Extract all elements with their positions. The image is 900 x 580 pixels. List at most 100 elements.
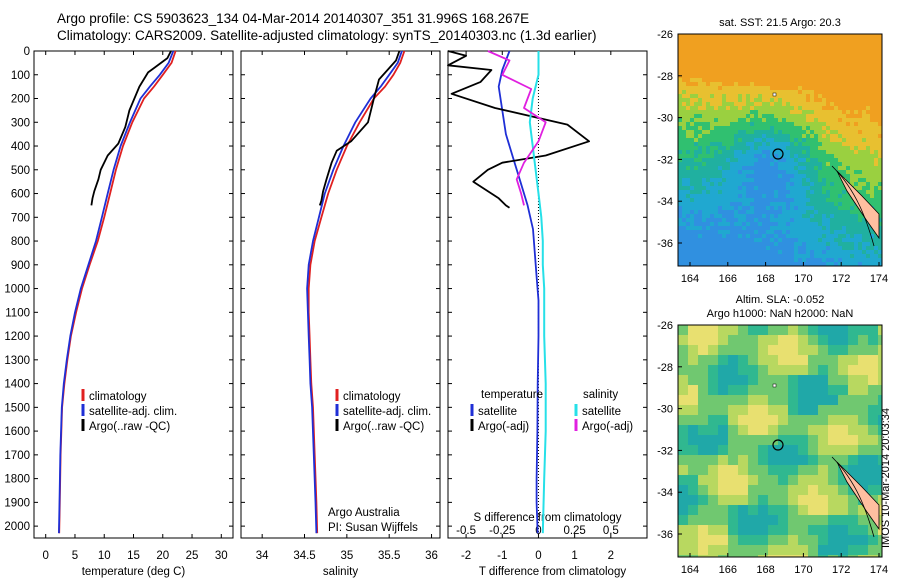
y-tick-label: 1800: [4, 474, 30, 486]
y-tick-label: 800: [11, 236, 30, 248]
lon-tick-label: 172: [832, 564, 850, 576]
lon-tick-label: 164: [681, 273, 699, 285]
lon-tick-label: 166: [719, 273, 737, 285]
lat-tick-label: -32: [657, 154, 673, 166]
annotation-line: PI: Susan Wijffels: [328, 522, 418, 534]
x-tick-label: 35: [340, 550, 353, 562]
legend-title: temperature: [481, 389, 543, 401]
lon-tick-label: 164: [681, 564, 699, 576]
bottom-depth-contour: [831, 456, 875, 538]
annotation-line: Argo Australia: [328, 507, 400, 519]
lon-tick-label: 174: [870, 564, 888, 576]
y-tick-label: 1600: [4, 426, 30, 438]
x-tick-label: 5: [72, 550, 78, 562]
top-map-field: [678, 34, 882, 266]
series-sal_argo-line: [487, 50, 547, 206]
series-sat-line: [58, 50, 175, 534]
bottom-profile-marker: [772, 439, 784, 451]
lat-tick-label: -36: [657, 238, 673, 250]
sst-map-title: sat. SST: 21.5 Argo: 20.3: [719, 17, 841, 29]
x-tick-label: -2: [461, 550, 471, 562]
series-sal_sat-line: [528, 51, 547, 534]
bottom-coastline: [836, 461, 880, 531]
series-sat-line: [306, 50, 403, 534]
legend-entry: satellite-adj. clim.: [89, 406, 177, 418]
lat-tick-label: -26: [657, 29, 673, 41]
lon-tick-label: 174: [870, 273, 888, 285]
climatology-title: Climatology: CARS2009. Satellite-adjuste…: [57, 28, 597, 43]
lon-tick-label: 170: [794, 564, 812, 576]
lon-tick-label: 168: [756, 273, 774, 285]
profile-title: Argo profile: CS 5903623_134 04-Mar-2014…: [57, 11, 530, 26]
y-tick-label: 1000: [4, 284, 30, 296]
lon-tick-label: 168: [756, 564, 774, 576]
series-argo-line: [447, 50, 590, 209]
x2-tick-label: 0.25: [563, 525, 585, 537]
profile-panel-frame: [33, 50, 234, 539]
bottom-map-field: [678, 325, 882, 557]
lat-tick-label: -36: [657, 529, 673, 541]
lat-tick-label: -28: [657, 71, 673, 83]
profile-panel-frame: [240, 50, 441, 539]
x-tick-label: 0: [535, 550, 541, 562]
timestamp-stamp: IMOS 10-Mar-2014 20:03:34: [880, 407, 892, 548]
x2-tick-label: -0.25: [489, 525, 515, 537]
y-tick-label: 2000: [4, 521, 30, 533]
x-tick-label: 34: [256, 550, 269, 562]
legend-entry: Argo(-adj): [582, 421, 633, 433]
lat-tick-label: -32: [657, 445, 673, 457]
x-axis-label: temperature (deg C): [82, 566, 186, 578]
lon-tick-label: 170: [794, 273, 812, 285]
lon-tick-label: 172: [832, 273, 850, 285]
x-tick-label: 20: [156, 550, 169, 562]
x-tick-label: 36: [425, 550, 438, 562]
profile-panel-frame: [447, 50, 648, 539]
x-tick-label: 2: [608, 550, 614, 562]
sla-map-title: Altim. SLA: -0.052: [736, 294, 825, 306]
y-tick-label: 1700: [4, 450, 30, 462]
lat-tick-label: -34: [657, 196, 673, 208]
y-tick-label: 1100: [5, 307, 30, 319]
top-map-frame: [677, 33, 883, 267]
y-tick-label: 900: [11, 260, 30, 272]
series-argo-line: [318, 50, 401, 206]
legend-entry: Argo(-adj): [478, 421, 529, 433]
x-tick-label: 0: [43, 550, 49, 562]
legend-entry: climatology: [89, 391, 147, 403]
x-tick-label: 35.5: [378, 550, 400, 562]
argo-h-map-title: Argo h1000: NaN h2000: NaN: [707, 308, 854, 320]
legend-entry: climatology: [343, 391, 401, 403]
lat-tick-label: -30: [657, 113, 673, 125]
x-tick-label: 34.5: [293, 550, 315, 562]
y-tick-label: 1400: [4, 379, 30, 391]
series-sat-line: [497, 50, 540, 534]
y-tick-label: 1300: [4, 355, 30, 367]
x2-axis-label: S difference from climatology: [473, 512, 621, 524]
lat-tick-label: -30: [657, 404, 673, 416]
bottom-map-frame: [677, 324, 883, 558]
bottom-station-dot: [772, 383, 777, 388]
lat-tick-label: -26: [657, 320, 673, 332]
x-tick-label: 10: [98, 550, 111, 562]
legend-entry: Argo(..raw -QC): [343, 421, 424, 433]
x-tick-label: 15: [127, 550, 140, 562]
series-argo-line: [90, 50, 172, 206]
y-tick-label: 500: [11, 165, 30, 177]
top-station-dot: [772, 92, 777, 97]
x-tick-label: -1: [497, 550, 507, 562]
y-tick-label: 600: [11, 189, 30, 201]
x-axis-label: T difference from climatology: [479, 566, 626, 578]
x-tick-label: 1: [571, 550, 577, 562]
x2-tick-label: 0.5: [603, 525, 619, 537]
legend-title: salinity: [583, 389, 618, 401]
x-axis-label: salinity: [323, 566, 358, 578]
y-tick-label: 1900: [4, 497, 30, 509]
legend-entry: satellite-adj. clim.: [343, 406, 431, 418]
y-tick-label: 1500: [4, 402, 30, 414]
legend-entry: satellite: [478, 406, 517, 418]
y-tick-label: 100: [11, 70, 30, 82]
legend-entry: Argo(..raw -QC): [89, 421, 170, 433]
x-tick-label: 25: [186, 550, 199, 562]
x2-tick-label: -0.5: [456, 525, 476, 537]
